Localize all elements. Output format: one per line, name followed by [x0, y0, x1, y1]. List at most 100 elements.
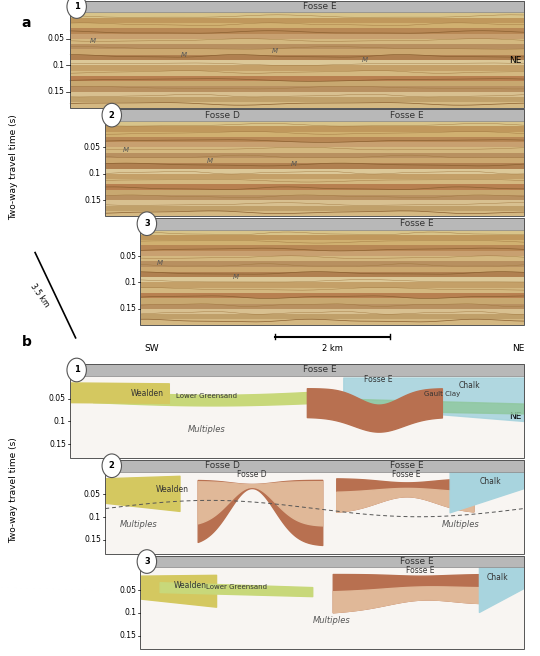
Bar	[105, 132, 524, 137]
Text: 0.15: 0.15	[119, 631, 136, 640]
Text: Fosse E: Fosse E	[400, 557, 433, 566]
Text: Fosse D: Fosse D	[237, 470, 267, 480]
Text: NE: NE	[512, 344, 524, 354]
Bar	[140, 283, 524, 288]
Text: M: M	[157, 260, 163, 266]
Bar	[70, 39, 524, 44]
Bar	[105, 127, 524, 132]
Bar	[140, 319, 524, 325]
Circle shape	[137, 550, 157, 573]
Text: M: M	[90, 38, 96, 44]
Bar	[105, 460, 524, 472]
Circle shape	[67, 358, 86, 382]
Text: Multiples: Multiples	[442, 520, 480, 529]
Text: 0.05: 0.05	[84, 490, 101, 499]
Bar	[70, 71, 524, 76]
Bar	[70, 33, 524, 39]
Bar	[105, 153, 524, 158]
Text: Two-way travel time (s): Two-way travel time (s)	[9, 114, 18, 220]
Bar	[105, 163, 524, 169]
Text: 0.1: 0.1	[53, 61, 65, 70]
Text: Multiples: Multiples	[313, 616, 351, 625]
Text: NE: NE	[509, 56, 521, 64]
Bar	[140, 240, 524, 245]
Text: 0.15: 0.15	[119, 304, 136, 314]
Bar	[105, 472, 524, 554]
Text: 0.05: 0.05	[119, 251, 136, 260]
Bar	[105, 158, 524, 163]
Text: Fosse E: Fosse E	[303, 365, 336, 375]
Circle shape	[137, 212, 157, 236]
Text: 0.1: 0.1	[89, 169, 101, 178]
Bar	[140, 314, 524, 319]
Bar	[70, 81, 524, 87]
Text: 0.05: 0.05	[119, 586, 136, 595]
Bar	[70, 364, 524, 458]
Text: M: M	[362, 57, 368, 63]
Bar	[70, 76, 524, 81]
Bar	[105, 121, 524, 127]
Circle shape	[67, 0, 86, 18]
Bar	[70, 54, 524, 60]
Text: Fosse E: Fosse E	[303, 2, 336, 11]
Text: Lower Greensand: Lower Greensand	[176, 392, 237, 399]
Text: b: b	[22, 335, 31, 348]
Text: a: a	[22, 16, 31, 30]
Text: Wealden: Wealden	[156, 485, 189, 494]
Bar	[140, 245, 524, 251]
Bar	[140, 235, 524, 240]
Bar	[140, 256, 524, 261]
Text: Multiples: Multiples	[120, 520, 158, 529]
Text: 0.05: 0.05	[49, 394, 66, 403]
Bar	[70, 28, 524, 33]
Text: 0.15: 0.15	[48, 87, 65, 96]
Bar	[140, 556, 524, 567]
Bar	[140, 288, 524, 293]
Text: Fosse E: Fosse E	[393, 470, 421, 480]
Bar	[105, 211, 524, 216]
Text: Chalk: Chalk	[486, 573, 508, 582]
Text: 0.15: 0.15	[84, 195, 101, 205]
Bar	[140, 277, 524, 283]
Bar	[105, 169, 524, 174]
Bar	[70, 66, 524, 71]
Bar	[140, 230, 524, 235]
Text: 0.1: 0.1	[54, 417, 66, 426]
Text: 0.15: 0.15	[84, 535, 101, 544]
Bar	[70, 376, 524, 458]
Text: NE: NE	[509, 413, 521, 421]
Bar	[105, 205, 524, 211]
Bar	[140, 567, 524, 649]
Bar	[70, 102, 524, 108]
Bar	[140, 266, 524, 272]
Bar	[70, 60, 524, 66]
Text: M: M	[123, 146, 129, 153]
Text: 1: 1	[74, 365, 79, 375]
Text: Gault Clay: Gault Clay	[424, 391, 460, 397]
Text: Chalk: Chalk	[480, 477, 501, 486]
Bar	[70, 97, 524, 102]
Bar	[70, 1, 524, 108]
Bar	[140, 309, 524, 314]
Bar	[140, 304, 524, 309]
Text: 1: 1	[74, 2, 79, 11]
Text: Chalk: Chalk	[458, 381, 480, 390]
Text: Fosse E: Fosse E	[406, 566, 435, 575]
Bar	[140, 218, 524, 230]
Bar	[140, 272, 524, 277]
Text: 0.05: 0.05	[84, 143, 101, 152]
Text: 2: 2	[109, 111, 114, 119]
Text: Fosse D: Fosse D	[205, 461, 240, 470]
Text: Wealden: Wealden	[174, 581, 207, 590]
Text: Fosse E: Fosse E	[390, 111, 423, 119]
Text: M: M	[233, 274, 239, 280]
Text: 3: 3	[144, 219, 150, 228]
Text: M: M	[207, 158, 213, 164]
Bar	[140, 261, 524, 266]
Bar	[70, 92, 524, 97]
Text: M: M	[271, 47, 278, 54]
Text: Two-way travel time (s): Two-way travel time (s)	[9, 438, 18, 543]
Text: 0.1: 0.1	[124, 609, 136, 617]
Bar	[105, 200, 524, 205]
Bar	[105, 142, 524, 148]
